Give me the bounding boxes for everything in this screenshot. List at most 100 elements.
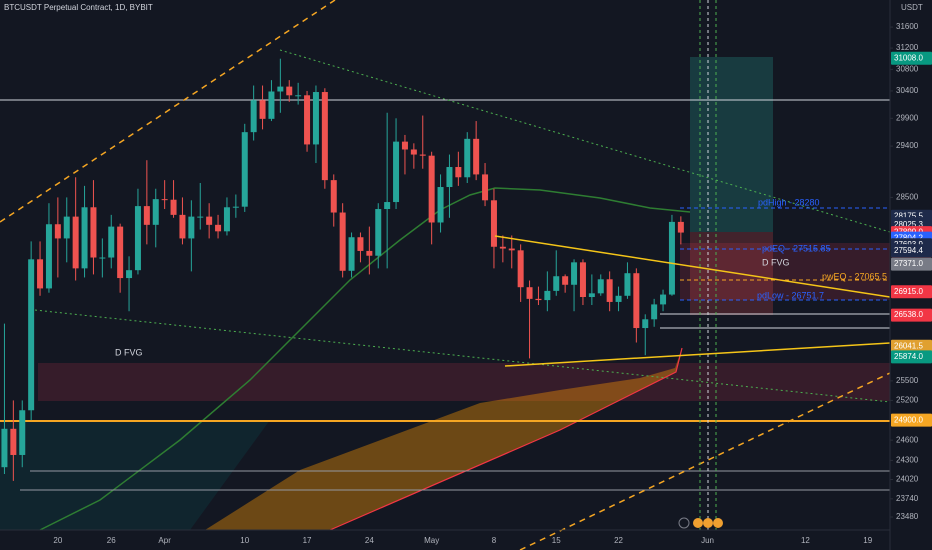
candle-body	[499, 246, 506, 249]
candle-body	[72, 216, 79, 269]
candle-body	[161, 199, 168, 201]
candle-body	[179, 214, 186, 239]
x-tick-label: 20	[53, 536, 62, 545]
candle-body	[562, 276, 569, 285]
candle-body	[63, 216, 70, 239]
candle-body	[108, 226, 115, 258]
fvg-box	[680, 243, 890, 300]
price-label-box	[891, 413, 932, 427]
price-label: 27371.0	[894, 259, 923, 268]
candle-body	[304, 95, 311, 145]
channel-line	[519, 372, 891, 550]
candle-body	[508, 248, 515, 251]
candle-body	[401, 141, 408, 150]
candle-body	[642, 319, 649, 329]
candle-body	[668, 221, 675, 295]
annotation: D FVG	[762, 257, 790, 267]
price-label: 27594.4	[894, 246, 923, 255]
y-tick-label: 29900	[896, 113, 919, 122]
price-label-box	[891, 244, 932, 258]
candle-body	[81, 207, 88, 269]
long-target-zone	[690, 57, 773, 232]
annotation: pwEQ - 27065.5	[822, 271, 887, 281]
candles	[1, 58, 684, 481]
moving-average	[39, 187, 691, 531]
trend-line	[504, 342, 891, 367]
candle-body	[597, 279, 604, 294]
candle-body	[348, 237, 355, 271]
candle-body	[651, 304, 658, 320]
candle-body	[660, 294, 667, 305]
event-icon[interactable]	[693, 518, 703, 528]
cloud-orange	[205, 348, 682, 530]
price-label: 25874.0	[894, 352, 923, 361]
candle-body	[37, 259, 44, 289]
candle-body	[393, 141, 400, 203]
candle-body	[437, 187, 444, 223]
x-tick-label: 19	[863, 536, 872, 545]
candle-body	[143, 206, 150, 225]
candle-body	[419, 154, 426, 156]
y-tick-label: 24020	[896, 475, 919, 484]
candle-body	[54, 224, 61, 239]
candle-body	[312, 92, 319, 145]
candle-body	[464, 138, 471, 178]
candle-body	[606, 279, 613, 302]
event-icon[interactable]	[703, 518, 713, 528]
y-tick-label: 24600	[896, 435, 919, 444]
x-tick-label: 12	[801, 536, 810, 545]
candle-body	[330, 180, 337, 213]
candle-body	[134, 206, 141, 271]
y-tick-label: 23740	[896, 494, 919, 503]
y-tick-label: 28500	[896, 193, 919, 202]
price-label: 28025.3	[894, 220, 923, 229]
annotation: pdHigh - 28280	[758, 197, 820, 207]
y-tick-label: 24300	[896, 456, 919, 465]
candle-body	[19, 410, 26, 455]
candle-body	[677, 221, 684, 233]
price-label: 26538.0	[894, 310, 923, 319]
candle-body	[1, 428, 8, 468]
candle-body	[259, 100, 266, 119]
y-tick-label: 30400	[896, 86, 919, 95]
price-label-box	[891, 350, 932, 364]
candle-body	[232, 206, 239, 208]
y-tick-label: 25500	[896, 376, 919, 385]
candle-body	[197, 216, 204, 218]
candle-body	[517, 250, 524, 288]
candle-body	[241, 132, 248, 207]
candle-body	[366, 250, 373, 256]
candle-body	[455, 167, 462, 178]
candle-body	[624, 273, 631, 296]
candle-body	[428, 155, 435, 223]
candle-body	[588, 293, 595, 298]
price-label: 24900.0	[894, 415, 923, 424]
price-label-box	[891, 308, 932, 322]
drawings-under	[0, 0, 891, 550]
candle-body	[206, 216, 213, 225]
candle-body	[10, 428, 17, 455]
annotation: D FVG	[115, 347, 143, 357]
candle-body	[99, 257, 106, 259]
x-tick-label: 8	[492, 536, 497, 545]
x-tick-label: 22	[614, 536, 623, 545]
price-label-box	[891, 257, 932, 271]
trend-line	[494, 235, 891, 298]
event-icon[interactable]	[713, 518, 723, 528]
trend-line	[279, 49, 891, 233]
candle-body	[295, 95, 302, 97]
price-axis	[890, 0, 932, 550]
candle-body	[535, 298, 542, 301]
candle-body	[357, 237, 364, 251]
fvg-box	[38, 363, 890, 401]
x-tick-label: May	[424, 536, 439, 545]
y-tick-label: 30800	[896, 64, 919, 73]
y-tick-label: 23480	[896, 512, 919, 521]
annotation: pdEQ - 27515.85	[762, 243, 831, 253]
candle-body	[410, 149, 417, 155]
event-icon[interactable]	[678, 517, 690, 529]
candle-body	[339, 212, 346, 271]
x-tick-label: Apr	[158, 536, 171, 545]
candle-body	[170, 199, 177, 215]
x-tick-label: 15	[552, 536, 561, 545]
